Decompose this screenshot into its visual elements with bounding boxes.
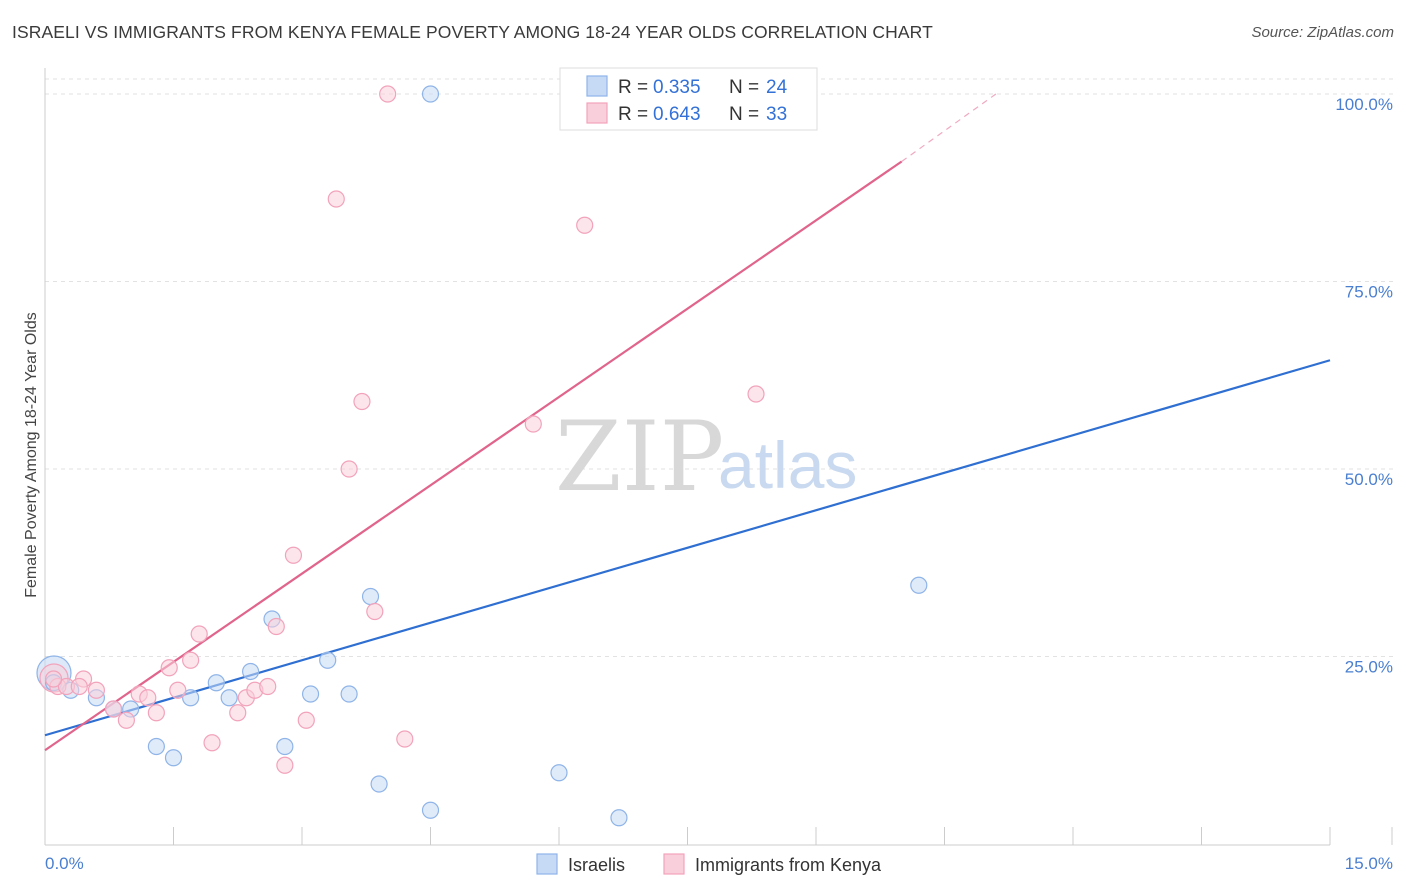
point-kenya-5	[117, 711, 135, 729]
point-kenya-12	[190, 625, 208, 643]
point-kenya-9	[160, 659, 178, 677]
x-tick-labels: 0.0% 15.0%	[45, 854, 1393, 873]
y-axis-label: Female Poverty Among 18-24 Year Olds	[23, 312, 40, 598]
point-kenya-25	[366, 602, 384, 621]
bottom-legend: Israelis Immigrants from Kenya	[536, 853, 882, 875]
bottom-legend-label-1: Immigrants from Kenya	[695, 855, 882, 875]
point-kenya-4	[104, 700, 123, 718]
legend-swatch-0	[586, 75, 608, 97]
point-kenya-7	[139, 689, 157, 707]
point-israelis-13	[301, 685, 320, 703]
x-tick-label-1: 15.0%	[1345, 854, 1393, 873]
y-tick-label-3: 100.0%	[1335, 95, 1393, 114]
point-israelis-16	[361, 587, 380, 606]
point-kenya-28	[524, 415, 542, 433]
point-israelis-12	[276, 737, 294, 756]
point-kenya-18	[267, 617, 285, 636]
point-israelis-9	[220, 689, 238, 707]
point-kenya-20	[284, 546, 303, 564]
point-kenya-22	[327, 190, 345, 208]
legend-r-value-0: 0.335	[653, 77, 701, 98]
point-israelis-17	[370, 775, 388, 793]
trend-line-kenya	[44, 160, 903, 752]
watermark: ZIP atlas	[555, 401, 857, 513]
trend-line-israelis	[44, 359, 1331, 737]
point-kenya-11	[182, 651, 200, 669]
point-kenya-31	[44, 670, 63, 688]
point-israelis-6	[164, 749, 183, 767]
point-kenya-8	[147, 704, 165, 722]
point-kenya-32	[70, 677, 88, 696]
legend-n-value-0: 24	[766, 77, 788, 98]
legend-r-value-1: 0.643	[653, 104, 701, 125]
trend-line-kenya-extension	[901, 93, 997, 162]
point-israelis-7	[182, 689, 200, 707]
legend-swatch-1	[586, 102, 608, 124]
point-kenya-3	[87, 681, 106, 699]
point-israelis-21	[610, 809, 628, 827]
grid-lines	[45, 78, 1393, 657]
legend-n-value-1: 33	[766, 104, 787, 125]
point-kenya-14	[229, 704, 247, 722]
y-tick-label-1: 50.0%	[1345, 470, 1393, 489]
point-kenya-19	[276, 756, 294, 774]
point-kenya-29	[576, 216, 594, 234]
point-kenya-21	[297, 711, 315, 729]
watermark-zip: ZIP	[555, 401, 724, 513]
point-israelis-10	[242, 662, 260, 681]
bottom-legend-swatch-1	[663, 853, 685, 875]
source-label: Source: ZipAtlas.com	[1251, 24, 1394, 41]
legend: R = 0.335 N = 24 R = 0.643 N = 33	[559, 67, 818, 131]
y-tick-label-0: 25.0%	[1345, 658, 1393, 677]
bottom-legend-label-0: Israelis	[568, 855, 625, 875]
point-israelis-5	[147, 737, 165, 756]
point-kenya-30	[747, 385, 765, 403]
point-kenya-17	[259, 677, 277, 696]
y-tick-labels: 25.0% 50.0% 75.0% 100.0%	[1335, 95, 1393, 677]
point-kenya-27	[396, 730, 414, 748]
chart-title: ISRAELI VS IMMIGRANTS FROM KENYA FEMALE …	[12, 22, 933, 42]
point-israelis-22	[910, 576, 928, 594]
legend-r-label-1: R =	[618, 104, 648, 125]
point-kenya-26	[379, 85, 397, 103]
point-israelis-14	[319, 651, 337, 669]
y-tick-label-2: 75.0%	[1345, 283, 1393, 302]
point-israelis-19	[421, 85, 440, 103]
point-israelis-20	[550, 764, 568, 782]
data-points	[36, 85, 928, 827]
legend-r-label-0: R =	[618, 77, 648, 98]
point-israelis-8	[207, 674, 225, 692]
trend-lines	[44, 93, 1331, 752]
x-tick-label-0: 0.0%	[45, 854, 84, 873]
point-kenya-13	[203, 734, 221, 752]
point-israelis-18	[421, 801, 440, 819]
watermark-atlas: atlas	[718, 428, 857, 502]
point-kenya-10	[169, 681, 187, 699]
bottom-legend-swatch-0	[536, 853, 558, 875]
legend-n-label-1: N =	[729, 104, 759, 125]
point-kenya-23	[340, 460, 358, 478]
legend-n-label-0: N =	[729, 77, 759, 98]
point-kenya-24	[353, 392, 371, 411]
point-israelis-15	[340, 685, 358, 703]
axes	[44, 68, 1393, 846]
